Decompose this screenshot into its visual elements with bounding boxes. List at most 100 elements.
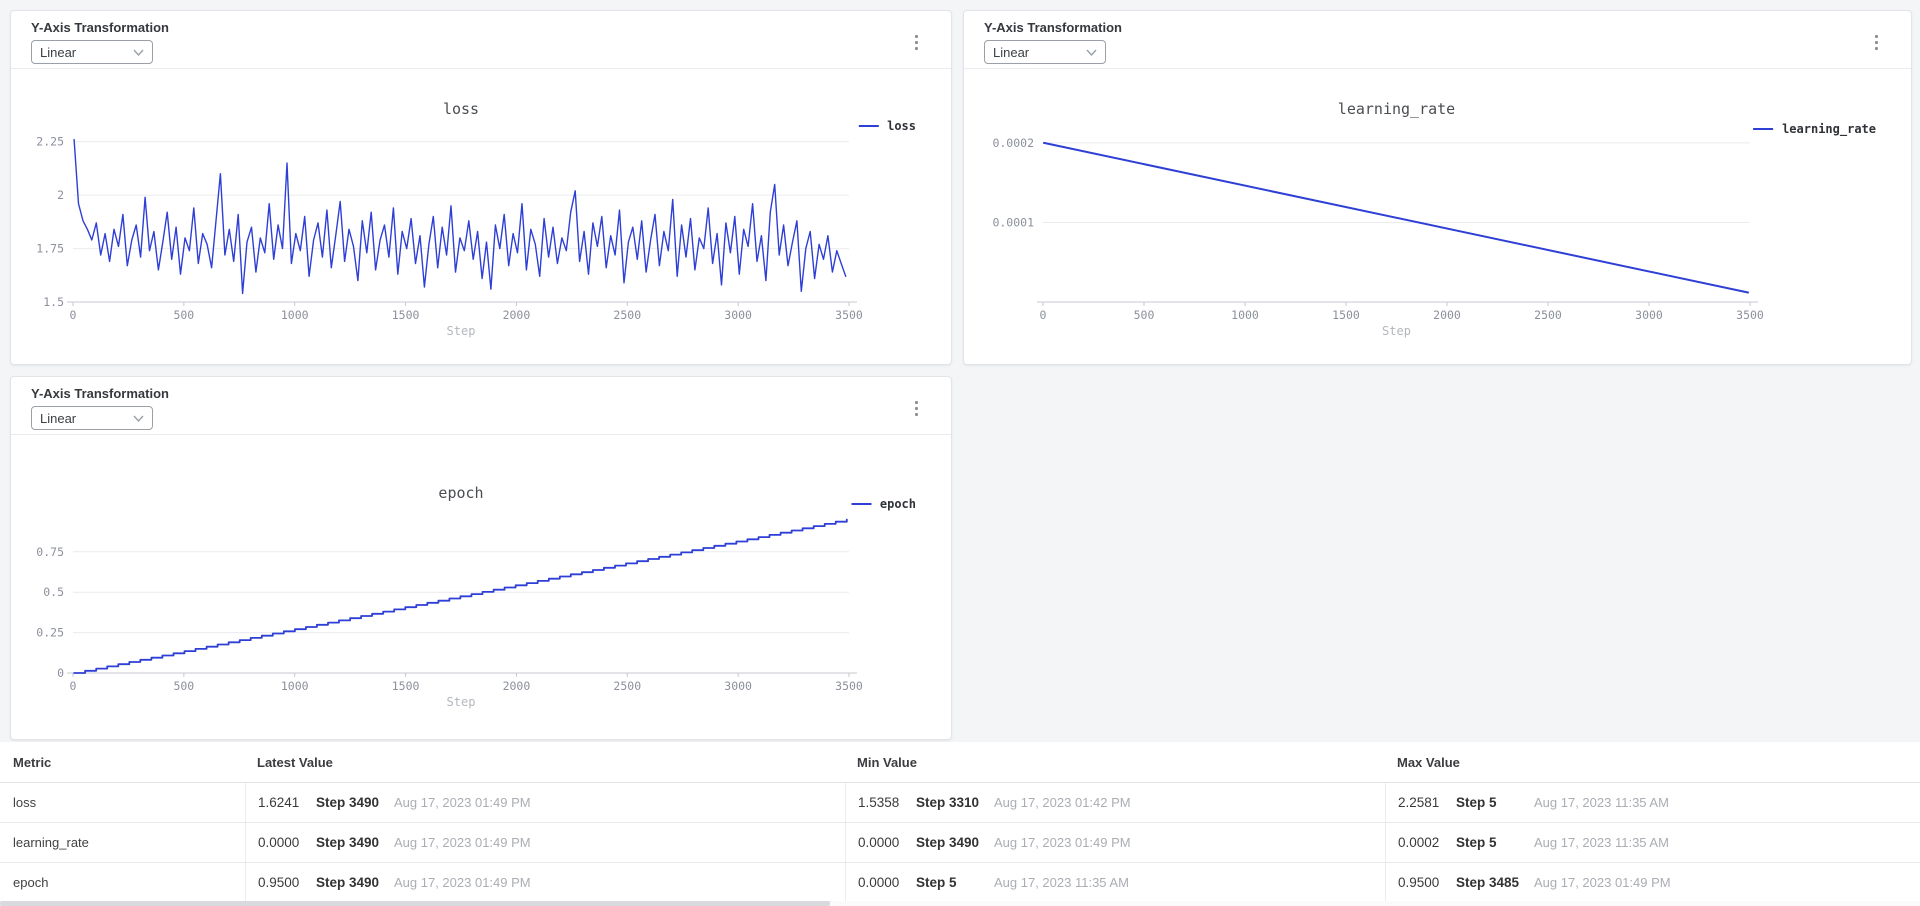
svg-text:1500: 1500: [1332, 308, 1360, 322]
svg-text:1.75: 1.75: [36, 242, 64, 256]
legend-entry[interactable]: loss: [887, 119, 916, 133]
table-body: loss 1.6241 Step 3490 Aug 17, 2023 01:49 PM…: [0, 783, 1920, 903]
svg-text:0.5: 0.5: [43, 585, 64, 599]
column-header-max-value: Max Value: [1397, 754, 1460, 770]
max-value: 0.9500: [1398, 875, 1440, 890]
max-timestamp: Aug 17, 2023 01:49 PM: [1534, 875, 1671, 890]
svg-text:Step: Step: [447, 695, 476, 709]
latest-value-cell: 1.6241 Step 3490 Aug 17, 2023 01:49 PM: [245, 783, 845, 822]
yaxis-transformation-label: Y-Axis Transformation: [984, 20, 1122, 35]
svg-text:3500: 3500: [1736, 308, 1764, 322]
kebab-menu-icon[interactable]: [907, 397, 925, 419]
max-step-label: Step 5: [1456, 795, 1497, 810]
min-timestamp: Aug 17, 2023 01:49 PM: [994, 835, 1131, 850]
column-header-metric: Metric: [13, 754, 52, 770]
max-value: 2.2581: [1398, 795, 1440, 810]
svg-text:2500: 2500: [613, 308, 641, 322]
svg-text:1.5: 1.5: [43, 295, 64, 309]
yaxis-transformation-dropdown[interactable]: Linear: [984, 40, 1106, 64]
min-step-label: Step 5: [916, 875, 957, 890]
svg-text:0.75: 0.75: [36, 545, 64, 559]
kebab-menu-icon[interactable]: [907, 31, 925, 53]
svg-text:0: 0: [70, 679, 77, 693]
metric-cell: learning_rate: [0, 823, 245, 862]
yaxis-transformation-dropdown[interactable]: Linear: [31, 40, 153, 64]
svg-text:3000: 3000: [724, 679, 752, 693]
latest-value: 0.0000: [258, 835, 300, 850]
legend-entry[interactable]: learning_rate: [1782, 122, 1876, 137]
max-step-label: Step 3485: [1456, 875, 1520, 890]
legend-entry[interactable]: epoch: [880, 497, 916, 511]
metrics-summary-table: Metric Latest Value Min Value Max Value …: [0, 742, 1920, 906]
latest-step-label: Step 3490: [316, 835, 380, 850]
card-header: Y-Axis Transformation Linear: [11, 377, 951, 435]
min-step-label: Step 3490: [916, 835, 980, 850]
latest-value: 0.9500: [258, 875, 300, 890]
svg-text:0.0002: 0.0002: [992, 136, 1034, 150]
horizontal-scrollbar-thumb[interactable]: [0, 901, 830, 906]
svg-text:0.0001: 0.0001: [992, 216, 1034, 230]
svg-text:2: 2: [57, 188, 64, 202]
card-header: Y-Axis Transformation Linear: [11, 11, 951, 69]
svg-text:3500: 3500: [835, 308, 863, 322]
latest-step-label: Step 3490: [316, 795, 380, 810]
max-step-label: Step 5: [1456, 835, 1497, 850]
svg-text:Step: Step: [447, 324, 476, 338]
svg-text:3000: 3000: [724, 308, 752, 322]
svg-text:0.25: 0.25: [36, 626, 64, 640]
svg-text:500: 500: [1134, 308, 1155, 322]
yaxis-transformation-label: Y-Axis Transformation: [31, 20, 169, 35]
min-step-label: Step 3310: [916, 795, 980, 810]
table-row: epoch 0.9500 Step 3490 Aug 17, 2023 01:49 P…: [0, 863, 1920, 903]
min-value: 0.0000: [858, 835, 900, 850]
dropdown-value: Linear: [40, 44, 77, 60]
max-value-cell: 0.9500 Step 3485 Aug 17, 2023 01:49 PM: [1385, 863, 1920, 902]
svg-text:500: 500: [173, 679, 194, 693]
latest-value: 1.6241: [258, 795, 300, 810]
latest-value-cell: 0.0000 Step 3490 Aug 17, 2023 01:49 PM: [245, 823, 845, 862]
chart-area: 1.5 1.75 2 2.25 0 500 1000 1500 2000 2500 3000 3500…: [11, 69, 951, 364]
latest-timestamp: Aug 17, 2023 01:49 PM: [394, 835, 531, 850]
card-header: Y-Axis Transformation Linear: [964, 11, 1911, 69]
svg-text:1500: 1500: [392, 308, 420, 322]
latest-step-label: Step 3490: [316, 875, 380, 890]
learning-rate-chart[interactable]: 0.0001 0.0002 0 500 1000 1500 2000 2500 3000 3500…: [964, 69, 1913, 366]
chart-area: 0.0001 0.0002 0 500 1000 1500 2000 2500 3000 3500…: [964, 69, 1911, 364]
svg-text:500: 500: [173, 308, 194, 322]
svg-text:0: 0: [1040, 308, 1047, 322]
column-header-min-value: Min Value: [857, 754, 917, 770]
loss-chart[interactable]: 1.5 1.75 2 2.25 0 500 1000 1500 2000 2500 3000 3500…: [11, 69, 953, 366]
table-row: learning_rate 0.0000 Step 3490 Aug 17, 2023…: [0, 823, 1920, 863]
table-row: loss 1.6241 Step 3490 Aug 17, 2023 01:49 PM…: [0, 783, 1920, 823]
dropdown-value: Linear: [993, 44, 1030, 60]
svg-text:Step: Step: [1382, 324, 1411, 338]
column-header-latest-value: Latest Value: [257, 754, 333, 770]
min-value-cell: 0.0000 Step 3490 Aug 17, 2023 01:49 PM: [845, 823, 1385, 862]
svg-text:1500: 1500: [392, 679, 420, 693]
svg-text:2000: 2000: [503, 679, 531, 693]
dropdown-value: Linear: [40, 410, 77, 426]
metric-cell: loss: [0, 783, 245, 822]
min-value: 0.0000: [858, 875, 900, 890]
yaxis-transformation-dropdown[interactable]: Linear: [31, 406, 153, 430]
latest-value-cell: 0.9500 Step 3490 Aug 17, 2023 01:49 PM: [245, 863, 845, 902]
svg-text:1000: 1000: [1231, 308, 1259, 322]
kebab-menu-icon[interactable]: [1867, 31, 1885, 53]
svg-text:2000: 2000: [503, 308, 531, 322]
svg-text:learning_rate: learning_rate: [1338, 100, 1455, 118]
svg-text:0: 0: [57, 666, 64, 680]
svg-text:loss: loss: [443, 100, 479, 118]
svg-text:2000: 2000: [1433, 308, 1461, 322]
max-timestamp: Aug 17, 2023 11:35 AM: [1534, 795, 1669, 810]
svg-text:2500: 2500: [1534, 308, 1562, 322]
latest-timestamp: Aug 17, 2023 01:49 PM: [394, 875, 531, 890]
min-value-cell: 1.5358 Step 3310 Aug 17, 2023 01:42 PM: [845, 783, 1385, 822]
chart-card-loss: Y-Axis Transformation Linear 1.5 1.75 2 2.2…: [10, 10, 952, 365]
max-timestamp: Aug 17, 2023 11:35 AM: [1534, 835, 1669, 850]
chevron-down-icon: [1086, 49, 1097, 56]
metric-name: loss: [13, 795, 37, 810]
metric-cell: epoch: [0, 863, 245, 902]
max-value: 0.0002: [1398, 835, 1440, 850]
epoch-chart[interactable]: 0 0.25 0.5 0.75 0 500 1000 1500 2000 2500 3000 3500…: [11, 435, 953, 741]
min-value-cell: 0.0000 Step 5 Aug 17, 2023 11:35 AM: [845, 863, 1385, 902]
